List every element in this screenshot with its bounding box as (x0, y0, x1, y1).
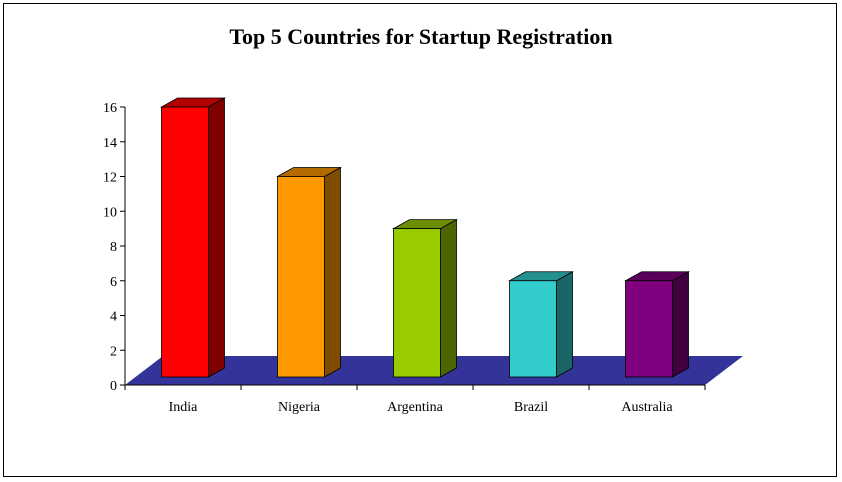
bar-side-face (556, 271, 573, 378)
bar-india (159, 97, 227, 378)
y-tick-label: 12 (103, 171, 117, 186)
y-tick-label: 16 (103, 101, 117, 116)
y-tick-label: 10 (103, 205, 117, 220)
bar-front-face (509, 280, 557, 378)
bar-side-face (324, 166, 341, 378)
bar-australia (623, 271, 691, 378)
bar-front-face (393, 228, 441, 378)
x-tick-label: Nigeria (278, 400, 321, 415)
x-tick-label: India (169, 400, 199, 415)
x-tick-label: Australia (621, 400, 673, 415)
y-tick-label: 6 (110, 275, 117, 290)
y-tick-label: 8 (110, 240, 117, 255)
y-tick-label: 14 (103, 136, 117, 151)
bar-front-face (161, 106, 209, 378)
bar-brazil (507, 271, 575, 378)
y-tick-label: 2 (110, 344, 117, 359)
bar-side-face (440, 218, 457, 378)
x-tick-label: Argentina (387, 400, 444, 415)
y-tick-label: 0 (110, 379, 117, 394)
bar-front-face (277, 176, 325, 378)
x-tick-label: Brazil (514, 400, 548, 415)
bar-nigeria (275, 166, 343, 378)
y-tick-label: 4 (110, 310, 117, 325)
bar-side-face (672, 271, 689, 378)
bar-side-face (208, 97, 225, 378)
bar-argentina (391, 218, 459, 378)
bar-front-face (625, 280, 673, 378)
chart-title: Top 5 Countries for Startup Registration (229, 24, 613, 49)
